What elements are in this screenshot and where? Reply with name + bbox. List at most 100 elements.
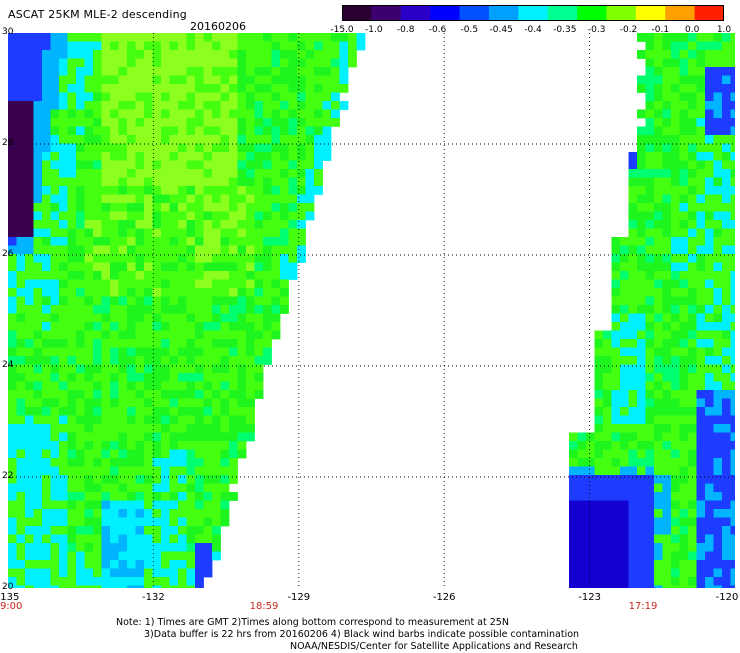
swath-cell xyxy=(271,203,281,212)
swath-cell xyxy=(722,390,731,399)
swath-cell xyxy=(50,466,60,476)
swath-cell xyxy=(220,271,230,280)
swath-cell xyxy=(696,551,706,561)
swath-cell xyxy=(688,126,697,136)
swath-cell xyxy=(144,432,153,442)
swath-cell xyxy=(169,92,179,102)
swath-cell xyxy=(195,75,204,85)
swath-cell xyxy=(713,279,723,289)
swath-cell xyxy=(16,509,26,518)
swath-cell xyxy=(118,220,128,229)
swath-cell xyxy=(688,194,697,204)
swath-cell xyxy=(118,160,128,170)
swath-cell xyxy=(161,41,170,51)
swath-cell xyxy=(67,407,77,416)
swath-cell xyxy=(628,347,638,357)
swath-cell xyxy=(135,41,145,51)
swath-cell xyxy=(93,526,102,535)
swath-cell xyxy=(186,407,196,416)
swath-cell xyxy=(730,118,735,127)
swath-cell xyxy=(212,33,221,42)
swath-cell xyxy=(152,356,162,365)
swath-cell xyxy=(101,415,111,425)
swath-cell xyxy=(186,84,196,93)
swath-cell xyxy=(169,237,179,246)
swath-cell xyxy=(8,143,17,153)
swath-cell xyxy=(178,109,187,119)
swath-cell xyxy=(263,41,272,51)
swath-cell xyxy=(127,577,136,586)
swath-cell xyxy=(246,322,255,331)
swath-cell xyxy=(722,160,731,170)
swath-cell xyxy=(679,58,689,68)
swath-cell xyxy=(620,585,629,588)
swath-cell xyxy=(705,101,714,110)
swath-cell xyxy=(254,75,264,85)
swath-cell xyxy=(237,92,247,102)
swath-cell xyxy=(93,551,102,561)
swath-cell xyxy=(671,415,680,425)
swath-cell xyxy=(25,118,34,127)
swath-cell xyxy=(93,101,102,110)
footnote: Note: 1) Times are GMT 2)Times along bot… xyxy=(116,617,579,653)
swath-cell xyxy=(118,534,128,544)
swath-cell xyxy=(654,475,663,484)
swath-cell xyxy=(127,534,136,544)
swath-cell xyxy=(169,194,179,204)
swath-cell xyxy=(186,381,196,391)
swath-cell xyxy=(169,58,179,68)
swath-cell xyxy=(203,126,213,136)
swath-cell xyxy=(628,432,638,442)
swath-cell xyxy=(67,118,77,127)
swath-cell xyxy=(280,288,289,297)
swath-cell xyxy=(348,58,357,68)
swath-cell xyxy=(696,381,706,391)
swath-cell xyxy=(127,526,136,535)
swath-cell xyxy=(195,279,204,289)
swath-cell xyxy=(679,92,689,102)
swath-cell xyxy=(679,75,689,85)
swath-cell xyxy=(195,194,204,204)
swath-cell xyxy=(93,254,102,263)
swath-cell xyxy=(628,237,638,246)
swath-cell xyxy=(101,109,111,119)
swath-cell xyxy=(229,50,238,59)
swath-cell xyxy=(713,475,723,484)
swath-cell xyxy=(611,347,621,357)
swath-cell xyxy=(730,356,735,365)
swath-cell xyxy=(93,279,102,289)
swath-cell xyxy=(645,84,655,93)
swath-cell xyxy=(654,160,663,170)
swath-cell xyxy=(688,254,697,263)
swath-cell xyxy=(586,466,595,476)
swath-cell xyxy=(730,526,735,535)
swath-cell xyxy=(67,534,77,544)
swath-cell xyxy=(254,50,264,59)
swath-cell xyxy=(654,458,663,467)
swath-cell xyxy=(713,509,723,518)
swath-cell xyxy=(696,58,706,68)
swath-cell xyxy=(127,449,136,459)
swath-cell xyxy=(33,101,43,110)
swath-cell xyxy=(101,398,111,408)
swath-cell xyxy=(76,220,85,229)
swath-cell xyxy=(101,534,111,544)
swath-cell xyxy=(203,415,213,425)
swath-cell xyxy=(110,194,119,204)
swath-cell xyxy=(212,432,221,442)
swath-cell xyxy=(144,347,153,357)
swath-cell xyxy=(305,135,315,144)
swath-cell xyxy=(212,245,221,255)
swath-cell xyxy=(679,398,689,408)
swath-cell xyxy=(59,449,68,459)
swath-cell xyxy=(679,262,689,272)
swath-cell xyxy=(101,152,111,161)
swath-cell xyxy=(16,568,26,578)
swath-cell xyxy=(645,92,655,102)
swath-cell xyxy=(144,50,153,59)
swath-cell xyxy=(152,492,162,501)
swath-cell xyxy=(220,381,230,391)
swath-cell xyxy=(127,313,136,323)
swath-cell xyxy=(569,475,578,484)
swath-cell xyxy=(594,330,604,340)
